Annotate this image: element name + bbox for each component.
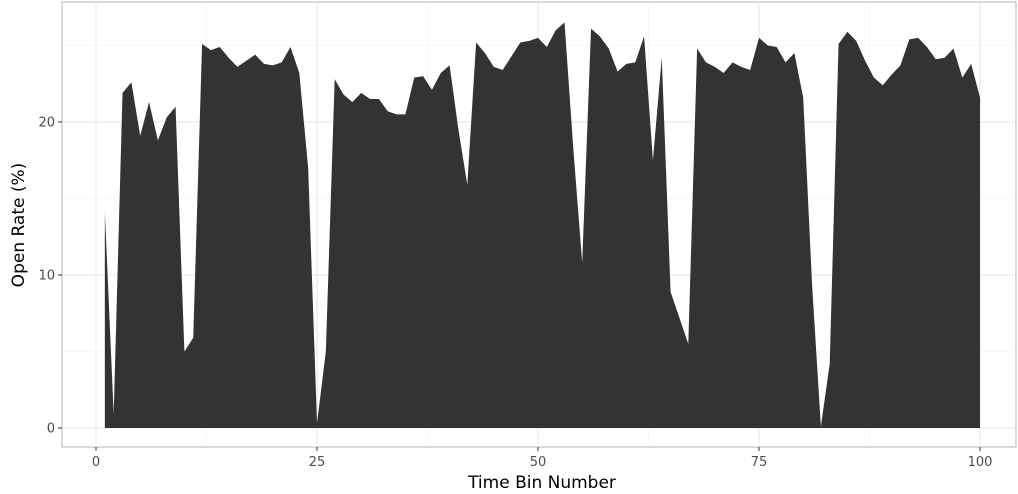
y-tick-label: 0 bbox=[47, 422, 55, 437]
area-series bbox=[104, 22, 981, 429]
x-axis-title: Time Bin Number bbox=[467, 473, 616, 493]
x-tick-label: 50 bbox=[530, 455, 547, 470]
y-axis-title: Open Rate (%) bbox=[9, 163, 29, 288]
x-tick-label: 100 bbox=[968, 455, 993, 470]
y-tick-label: 10 bbox=[38, 269, 55, 284]
x-tick-label: 25 bbox=[309, 455, 326, 470]
y-tick-label: 20 bbox=[38, 116, 55, 131]
x-tick-label: 75 bbox=[751, 455, 768, 470]
axes: 0 25 50 75 100 0 10 20 bbox=[38, 116, 992, 471]
x-tick-label: 0 bbox=[92, 455, 100, 470]
area-series-path bbox=[104, 22, 981, 429]
